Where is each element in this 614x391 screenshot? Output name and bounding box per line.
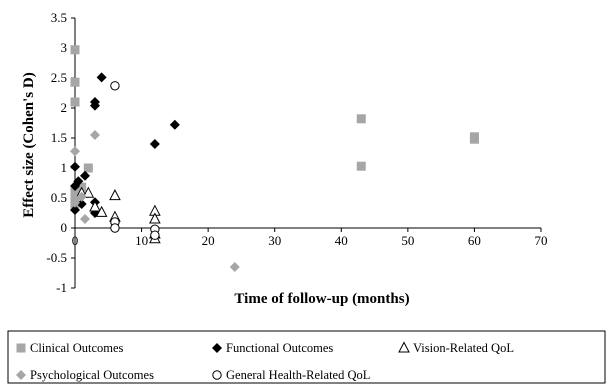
data-point [110,223,120,233]
data-point [89,130,100,140]
data-point [95,205,108,217]
y-tick-label: -1 [56,280,67,295]
data-point [89,200,101,212]
data-point [70,161,80,172]
legend-box [7,330,606,384]
legend-item: Functional Outcomes [212,341,333,355]
data-point [356,114,366,124]
data-point [70,197,80,208]
data-point [79,214,90,224]
series-clinical-outcomes [70,45,479,209]
y-tick-label: 3.5 [51,10,67,25]
plot-axes: -1 -0.5 0 0.5 1 1.5 2 2.5 3 3.5 0 10 20 30 40 50 60 70 [46,10,547,295]
legend-label: General Health-Related QoL [226,368,370,382]
x-axis-title: Time of follow-up (months) [234,291,409,307]
legend-marker [16,370,26,380]
y-tick-label: 3 [61,40,68,55]
legend-marker [16,343,26,353]
data-point [89,100,100,111]
x-tick-label: 70 [535,233,548,248]
series-functional-outcomes [70,72,180,218]
data-point [150,230,160,240]
data-point [70,97,80,107]
data-point [79,170,90,181]
x-tick-label: 30 [268,233,281,248]
y-tick-label: 1 [61,160,68,175]
x-ticks: 0 10 20 30 40 50 60 70 [72,228,548,248]
y-tick-label: 1.5 [51,130,67,145]
x-tick-label: 10 [135,233,148,248]
data-point [110,81,120,91]
data-point [70,45,80,55]
data-point [70,205,80,215]
data-point [83,163,93,173]
legend-label: Clinical Outcomes [30,341,124,355]
x-tick-label: 0 [72,233,79,248]
data-point [109,189,121,201]
data-point [149,212,161,224]
y-tick-label: -0.5 [46,250,67,265]
y-tick-label: 0.5 [51,190,67,205]
data-marks [70,45,479,272]
series-general-health-related-qol [110,81,160,240]
legend-label: Psychological Outcomes [30,368,154,382]
data-point [82,186,95,198]
x-tick-label: 50 [401,233,414,248]
data-point [73,176,84,187]
data-point [70,77,80,87]
legend-marker [212,343,222,353]
legend-item: Clinical Outcomes [16,341,124,355]
y-axis-title: Effect size (Cohen's D) [21,72,37,217]
x-tick-label: 40 [335,233,348,248]
legend: Clinical Outcomes Functional Outcomes Visi… [7,330,606,384]
data-point [149,139,160,149]
data-point [469,134,479,144]
x-tick-label: 60 [468,233,481,248]
y-tick-label: 0 [61,220,68,235]
legend-label: Vision-Related QoL [413,341,514,355]
legend-marker [212,370,222,380]
legend-marker [398,341,410,353]
data-point [70,146,80,157]
data-point [76,199,87,209]
legend-item: Vision-Related QoL [398,341,514,355]
data-point [229,262,240,272]
data-point [356,161,366,171]
y-tick-label: 2.5 [51,70,67,85]
data-point [169,119,180,130]
data-point [96,72,107,83]
legend-item: Psychological Outcomes [16,368,154,382]
y-ticks: -1 -0.5 0 0.5 1 1.5 2 2.5 3 3.5 [46,10,75,295]
data-point [76,191,87,202]
legend-label: Functional Outcomes [226,341,333,355]
legend-item: General Health-Related QoL [212,368,370,382]
y-tick-label: 2 [61,100,68,115]
x-tick-label: 20 [202,233,215,248]
